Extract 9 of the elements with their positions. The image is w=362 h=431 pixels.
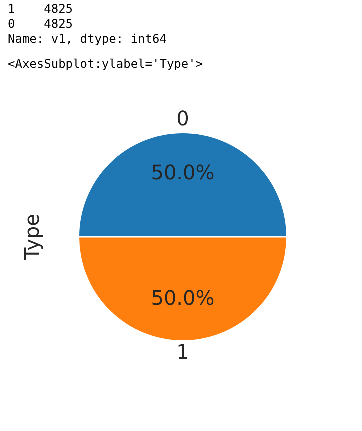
text: 1 4825 (8, 2, 74, 17)
slice-label: 0 (176, 106, 190, 130)
text: Type (20, 214, 44, 261)
text: Name: v1, dtype: int64 (8, 32, 168, 47)
slice-label: 1 (176, 340, 190, 364)
data-label: 50.0% (151, 160, 215, 185)
data-label: 50.0% (151, 286, 215, 310)
text: 0 4825 (8, 17, 74, 32)
text: <AxesSubplot:ylabel='Type'> (8, 57, 204, 72)
